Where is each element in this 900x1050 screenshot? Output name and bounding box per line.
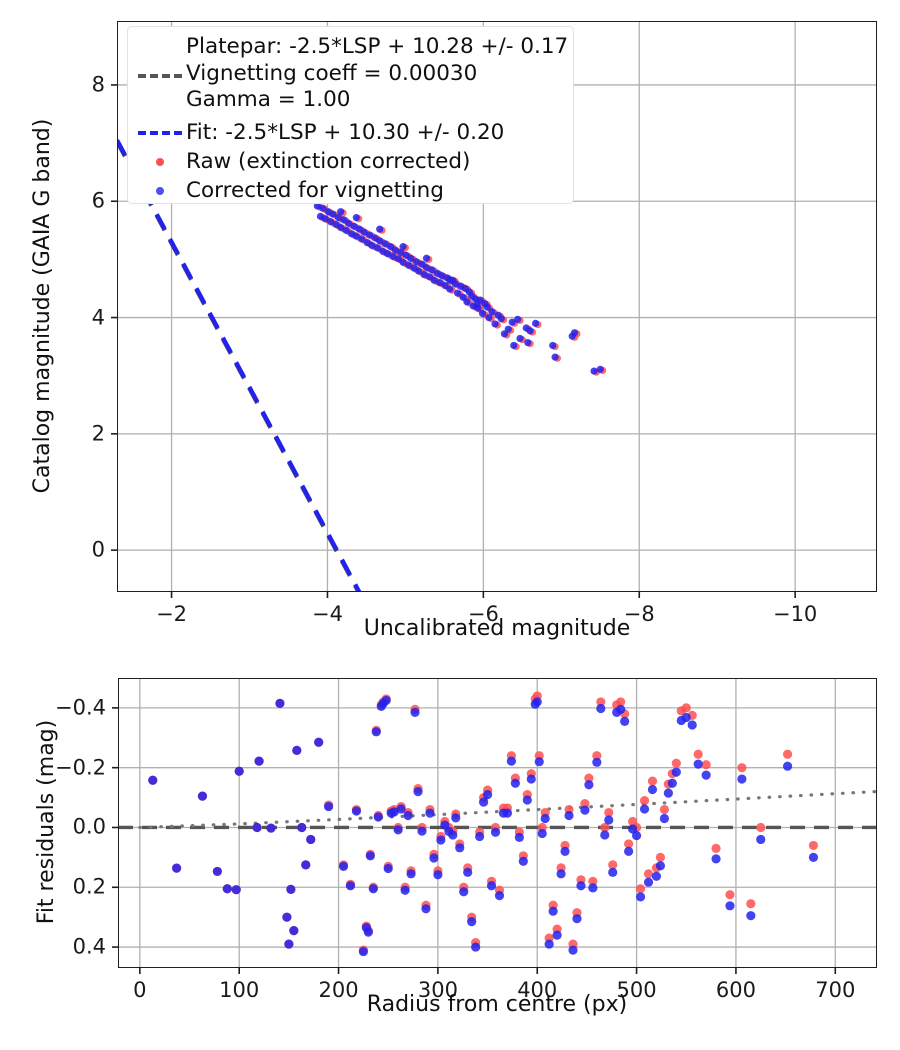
legend-label-corrected: Corrected for vignetting <box>186 177 444 203</box>
residuals-xtick-6: 600 <box>715 978 756 1002</box>
legend-item-platepar: Platepar: -2.5*LSP + 10.28 +/- 0.17 <box>134 32 570 62</box>
fit-residuals-plot: 0 100 200 300 400 500 600 700 −0.4 −0.2 0.0 0.2 0.4 … <box>0 650 900 1050</box>
calibration-legend: Platepar: -2.5*LSP + 10.28 +/- 0.17 Vign… <box>127 26 574 204</box>
residuals-xtick-0: 0 <box>133 978 147 1002</box>
residuals-xtick-1: 100 <box>219 978 260 1002</box>
platepar-no-marker <box>134 32 186 62</box>
legend-label-platepar: Platepar: -2.5*LSP + 10.28 +/- 0.17 <box>186 33 569 59</box>
residuals-xtick-7: 700 <box>815 978 856 1002</box>
residuals-ytick-3: 0.2 <box>72 874 106 899</box>
calibration-ytick-3: 6 <box>91 188 105 213</box>
legend-label-raw: Raw (extinction corrected) <box>186 148 471 174</box>
residuals-xtick-3: 300 <box>417 978 458 1002</box>
calibration-yaxis-title: Catalog magnitude (GAIA G band) <box>30 118 55 494</box>
residuals-plot-canvas <box>112 678 877 974</box>
residuals-ytick-1: −0.2 <box>55 755 106 780</box>
calibration-xtick-1: −4 <box>311 602 343 626</box>
legend-item-raw: Raw (extinction corrected) <box>134 147 570 177</box>
calibration-plot-canvas <box>111 21 877 598</box>
dashed-blue-line-icon <box>134 118 186 148</box>
calibration-ytick-0: 0 <box>91 537 105 562</box>
calibration-xtick-2: −6 <box>467 602 499 626</box>
residuals-ytick-4: 0.4 <box>72 934 106 959</box>
legend-label-fit: Fit: -2.5*LSP + 10.30 +/- 0.20 <box>186 119 505 145</box>
legend-label-gamma: Gamma = 1.00 <box>186 87 351 113</box>
residuals-xtick-2: 200 <box>318 978 359 1002</box>
calibration-xtick-0: −2 <box>156 602 188 626</box>
legend-item-fit: Fit: -2.5*LSP + 10.30 +/- 0.20 <box>134 118 570 148</box>
calibration-xaxis-title: Uncalibrated magnitude <box>363 616 631 641</box>
residuals-xaxis-title: Radius from centre (px) <box>366 992 628 1017</box>
residuals-ytick-2: 0.0 <box>72 814 106 839</box>
red-dot-marker-icon <box>134 147 186 177</box>
legend-label-vignetting-coeff: Vignetting coeff = 0.00030 <box>186 61 478 86</box>
legend-item-corrected: Corrected for vignetting <box>134 176 570 206</box>
calibration-xtick-4: −10 <box>772 602 818 626</box>
dashed-gray-line-icon <box>134 61 186 91</box>
blue-dot-marker-icon <box>134 176 186 206</box>
legend-label-vignetting: Vignetting coeff = 0.00030 Gamma = 1.00 <box>186 61 477 113</box>
photometric-calibration-plot: −2 −4 −6 −8 −10 0 2 4 6 8 Uncalibrated magnitude … <box>30 21 877 641</box>
calibration-ytick-4: 8 <box>91 72 105 97</box>
residuals-yaxis-title: Fit residuals (mag) <box>34 719 59 925</box>
calibration-xtick-3: −8 <box>623 602 655 626</box>
residuals-xtick-5: 500 <box>616 978 657 1002</box>
residuals-ytick-0: −0.4 <box>55 695 106 720</box>
calibration-ytick-1: 2 <box>91 421 105 446</box>
legend-item-vignetting: Vignetting coeff = 0.00030 Gamma = 1.00 <box>134 61 570 117</box>
residuals-xtick-4: 400 <box>517 978 558 1002</box>
calibration-ytick-2: 4 <box>91 305 105 330</box>
